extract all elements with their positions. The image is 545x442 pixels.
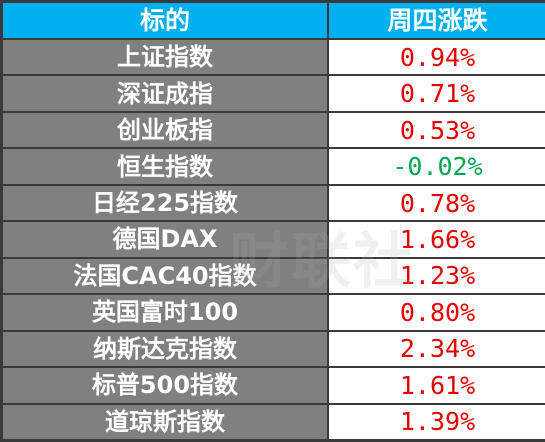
table-row: 道琼斯指数 1.39% [1, 402, 545, 442]
header-name: 标的 [1, 1, 329, 40]
table-row: 法国CAC40指数 1.23% [1, 256, 545, 296]
table-row: 恒生指数 -0.02% [1, 147, 545, 186]
index-name-cell: 纳斯达克指数 [1, 329, 329, 369]
index-change-cell: 0.80% [327, 293, 545, 332]
table-row: 英国富时100 0.80% [1, 293, 545, 332]
index-change-cell: -0.02% [327, 147, 545, 186]
index-name-cell: 日经225指数 [1, 183, 329, 223]
index-name-cell: 上证指数 [1, 37, 329, 77]
index-change-cell: 2.34% [327, 329, 545, 369]
index-name-cell: 标普500指数 [1, 366, 329, 405]
index-change-cell: 1.66% [327, 220, 545, 259]
index-change-cell: 0.94% [327, 37, 545, 77]
index-change-cell: 0.53% [327, 110, 545, 150]
table-row: 标普500指数 1.61% [1, 366, 545, 405]
index-name-cell: 道琼斯指数 [1, 402, 329, 442]
index-change-cell: 0.78% [327, 183, 545, 223]
index-name-cell: 深证成指 [1, 74, 329, 113]
index-name-cell: 创业板指 [1, 110, 329, 150]
table-row: 德国DAX 1.66% [1, 220, 545, 259]
index-name-cell: 英国富时100 [1, 293, 329, 332]
table-row: 纳斯达克指数 2.34% [1, 329, 545, 369]
index-change-cell: 1.61% [327, 366, 545, 405]
header-change: 周四涨跌 [327, 1, 545, 40]
index-name-cell: 法国CAC40指数 [1, 256, 329, 296]
index-change-cell: 1.23% [327, 256, 545, 296]
table-body: 上证指数 0.94% 深证成指 0.71% 创业板指 0.53% 恒生指数 -0.02% 日经2… [1, 37, 545, 442]
table-row: 上证指数 0.94% [1, 37, 545, 77]
table-row: 深证成指 0.71% [1, 74, 545, 113]
index-name-cell: 德国DAX [1, 220, 329, 259]
index-change-cell: 0.71% [327, 74, 545, 113]
index-change-cell: 1.39% [327, 402, 545, 442]
table-row: 日经225指数 0.78% [1, 183, 545, 223]
table-row: 创业板指 0.53% [1, 110, 545, 150]
table-header-row: 标的 周四涨跌 [1, 1, 545, 40]
index-name-cell: 恒生指数 [1, 147, 329, 186]
